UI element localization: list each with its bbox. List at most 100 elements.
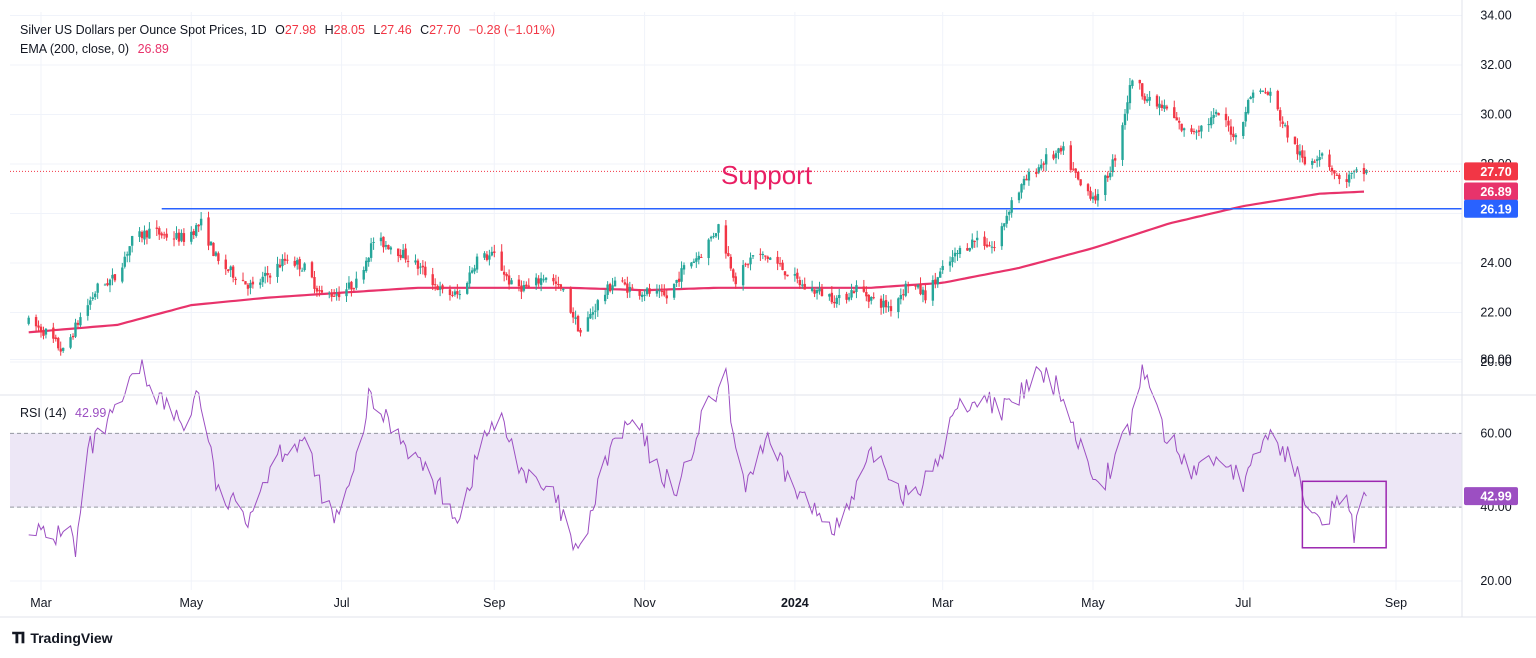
candle-body [1044,154,1048,165]
candle-body [263,272,267,277]
candle-body [1200,125,1203,132]
candle-body [1126,102,1129,114]
candle-body [798,280,801,286]
candle-body [266,273,269,276]
candle-body [433,284,437,286]
candle-body [872,297,875,299]
candle-body [1333,170,1336,174]
time-tick-label: Jul [1235,596,1251,610]
time-tick-label: 2024 [781,596,809,610]
price-badge [1464,182,1518,201]
candle-body [882,300,885,308]
candle-body [865,291,868,297]
candle-body [648,288,651,294]
candle-body [505,274,508,277]
candle-body [347,282,351,289]
rsi-band-fill [10,433,1462,508]
rsi-legend: RSI (14) 42.99 [20,405,111,421]
candle-body [145,230,149,238]
candle-body [941,265,944,271]
candle-body [557,284,560,286]
candle-body [887,306,890,308]
candle-body [111,274,114,279]
candle-body [330,293,333,297]
candle-body [544,277,548,280]
candle-body [953,252,957,257]
candle-body [1113,158,1117,161]
candle-body [52,327,55,339]
candle-body [724,225,728,254]
candle-body [1249,97,1252,100]
candle-body [1148,96,1151,101]
candle-body [234,278,237,281]
candle-body [820,288,824,296]
candle-body [1180,123,1183,131]
open-value: 27.98 [284,23,317,37]
candle-body [106,283,109,286]
candle-body [815,289,819,294]
candle-body [128,246,131,256]
candle-body [1190,128,1193,132]
candle-body [1074,168,1077,173]
candle-body [212,242,215,257]
candle-body [207,217,210,246]
candle-body [209,241,213,245]
candle-body [160,233,163,236]
candle-body [1008,211,1011,215]
candle-body [510,280,513,285]
candle-body [335,294,338,296]
candle-body [155,227,158,229]
candle-body [1224,113,1228,121]
candle-body [1229,126,1233,135]
candle-body [1000,226,1004,247]
candle-body [1096,193,1100,201]
candle-body [1227,120,1230,126]
candle-body [158,228,161,235]
candle-body [1128,85,1132,104]
price-legend: Silver US Dollars per Ounce Spot Prices,… [20,22,560,38]
rsi-badge [1464,487,1518,506]
ema-label: EMA (200, close, 0) [20,42,130,56]
candle-body [34,317,38,327]
candle-body [1138,79,1141,84]
candle-body [576,316,580,332]
candle-body [387,245,390,250]
candle-body [318,290,321,292]
candle-body [973,240,976,242]
candle-body [665,295,668,299]
candle-body [96,283,99,293]
candle-body [1040,164,1043,169]
candle-body [611,285,614,291]
candle-body [783,271,787,276]
candle-body [91,297,94,299]
candle-body [899,294,903,300]
candle-body [1173,107,1176,119]
time-tick-label: Sep [483,596,505,610]
candle-body [803,283,806,290]
tradingview-brand[interactable]: 𝐓𝐈 TradingView [12,629,113,647]
candle-body [1234,135,1238,138]
open-label: O [275,23,285,37]
candle-body [1079,179,1082,186]
candle-body [813,289,816,294]
candle-body [562,288,565,291]
candle-body [1076,171,1080,180]
candle-body [268,275,272,278]
candle-body [76,322,80,325]
candle-body [537,278,540,284]
candle-body [591,312,595,315]
candle-body [365,260,368,272]
candle-body [1158,103,1161,108]
candle-body [406,260,410,262]
candle-body [195,225,198,236]
candle-body [1109,173,1112,178]
candle-body [379,237,383,242]
candle-body [1318,157,1321,161]
candle-body [764,255,767,257]
time-tick-label: May [1081,596,1105,610]
candle-body [833,301,836,304]
candle-body [985,244,989,247]
candle-body [249,283,252,288]
candle-body [838,294,841,299]
candle-body [123,256,126,267]
